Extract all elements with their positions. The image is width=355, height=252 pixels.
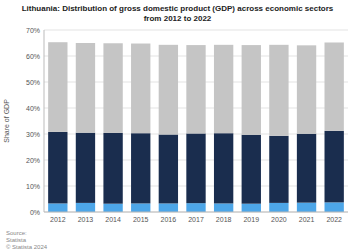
bar-segment [214,45,233,133]
bar-segment [269,45,288,136]
bar-segment [76,133,95,203]
bar-segment [297,134,316,203]
x-tick-label: 2016 [161,216,177,223]
bar-segment [242,135,261,204]
x-axis-line [44,212,348,213]
y-tick-label: 0% [30,209,40,216]
x-tick-label: 2015 [133,216,149,223]
y-tick-label: 50% [26,79,40,86]
source-line: Source: [6,230,27,236]
source-line: Statista [6,237,27,243]
bar-segment [186,203,205,212]
bar-segment [159,45,178,135]
x-tick-label: 2021 [299,216,315,223]
y-axis-label: Share of GDP [3,99,10,143]
chart: Lithuania: Distribution of gross domesti… [0,0,355,252]
bars [48,42,344,212]
x-tick-label: 2014 [105,216,121,223]
bar-segment [297,203,316,212]
x-tick-label: 2018 [216,216,232,223]
y-tick-label: 10% [26,183,40,190]
bar-segment [159,203,178,212]
x-tick-label: 2020 [271,216,287,223]
bar-segment [48,42,67,132]
subtitle: from 2012 to 2022 [144,14,212,23]
x-tick-label: 2017 [188,216,204,223]
bar-segment [214,203,233,212]
grid-line [44,30,348,31]
bar-segment [242,45,261,135]
source-note: Source:Statista© Statista 2024 [6,230,48,250]
bar-segment [48,203,67,212]
bar-segment [325,131,344,203]
x-tick-label: 2012 [50,216,66,223]
bar-segment [159,135,178,204]
bar-segment [269,136,288,203]
x-tick-label: 2022 [326,216,342,223]
y-tick-label: 70% [26,27,40,34]
grid-line [44,212,348,213]
bar-segment [103,204,122,212]
bar-segment [103,43,122,133]
y-axis-line [44,30,45,212]
bar-segment [186,133,205,203]
bar-segment [48,132,67,204]
bar-segment [131,44,150,134]
bar-segment [214,133,233,203]
x-tick-label: 2013 [78,216,94,223]
x-tick-label: 2019 [243,216,259,223]
bar-segment [325,202,344,212]
bar-segment [76,43,95,133]
bar-segment [131,133,150,203]
title: Lithuania: Distribution of gross domesti… [22,4,334,13]
source-line: © Statista 2024 [6,244,48,250]
y-tick-label: 30% [26,131,40,138]
y-tick-label: 40% [26,105,40,112]
bar-segment [297,45,316,133]
bar-segment [76,203,95,212]
bar-segment [242,204,261,212]
y-tick-label: 20% [26,157,40,164]
bar-segment [325,42,344,130]
bar-segment [103,133,122,204]
bar-segment [131,203,150,212]
bar-segment [269,203,288,212]
bar-segment [186,45,205,133]
y-tick-label: 60% [26,53,40,60]
